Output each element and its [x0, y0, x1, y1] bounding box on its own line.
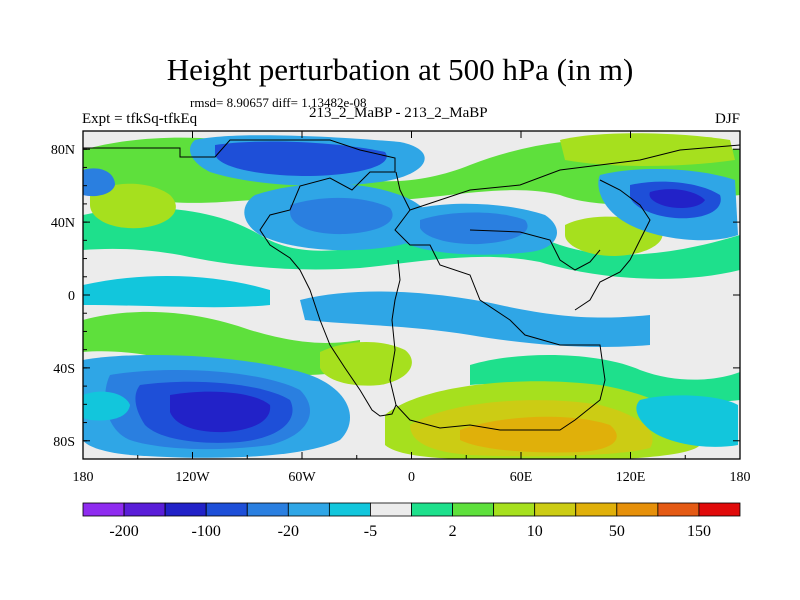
indian-ocean-core: [460, 416, 617, 453]
colorbar-label: -20: [278, 523, 299, 540]
x-tick-label: 60E: [510, 470, 533, 485]
siberia-low-core: [649, 189, 705, 208]
colorbar-swatch: [246, 502, 289, 517]
tropical-cyan-strip: [83, 275, 270, 308]
north-america-low: [290, 197, 393, 235]
coastline-americas: [83, 139, 397, 417]
colorbar-label: -5: [364, 523, 377, 540]
case-label: 213_2_MaBP - 213_2_MaBP: [309, 105, 488, 121]
coastline-afro-eurasia: [389, 171, 606, 431]
colorbar-swatch: [452, 502, 495, 517]
stats-text: rmsd= 8.90657 diff= 1.13482e-08: [190, 95, 367, 110]
colorbar-label: 50: [609, 523, 625, 540]
tropical-green-band: [83, 311, 360, 376]
colorbar-label: -200: [109, 523, 138, 540]
coastline-asia-north: [409, 144, 740, 211]
y-tick-label: 40S: [53, 362, 75, 377]
colorbar-swatch: [328, 502, 371, 517]
x-tick-label: 120E: [616, 470, 646, 485]
colorbar-label: -100: [192, 523, 221, 540]
mid-pacific-high: [90, 183, 176, 229]
colorbar-swatch: [123, 502, 166, 517]
map-fill-layer: [83, 131, 740, 459]
colorbar-swatch: [287, 502, 330, 517]
experiment-label: Expt = tfkSq-tfkEq: [82, 111, 198, 127]
arctic-high: [560, 133, 735, 166]
southern-ocean-low-core: [170, 391, 271, 433]
colorbar: -200 -100 -20 -5 2 10 50 150: [82, 502, 741, 540]
colorbar-label: 150: [687, 523, 711, 540]
colorbar-swatch: [205, 502, 248, 517]
coastline-asia-east: [574, 179, 651, 311]
axes-layer: 180 120W 60W 0 60E 120E 180 80N 40N 0 40S 80S: [51, 131, 751, 485]
south-atlantic-high: [320, 341, 412, 386]
x-tick-label: 180: [73, 470, 94, 485]
season-label: DJF: [714, 111, 740, 127]
colorbar-swatch: [534, 502, 577, 517]
x-tick-label: 0: [408, 470, 415, 485]
y-tick-label: 0: [68, 289, 75, 304]
y-tick-label: 80S: [53, 435, 75, 450]
x-tick-label: 180: [730, 470, 751, 485]
page-title: Height perturbation at 500 hPa (in m): [166, 52, 634, 87]
south-indian-low: [636, 395, 738, 447]
coastline-layer: [83, 139, 740, 431]
colorbar-swatch: [411, 502, 453, 517]
colorbar-swatch: [616, 502, 659, 517]
y-tick-label: 40N: [51, 216, 75, 231]
y-tick-label: 80N: [51, 143, 75, 158]
colorbar-swatch: [657, 502, 700, 517]
colorbar-label: 2: [449, 523, 457, 540]
colorbar-swatch: [82, 502, 125, 517]
west-atlantic-low: [83, 168, 115, 197]
x-tick-label: 120W: [175, 470, 210, 485]
colorbar-swatch: [164, 502, 207, 517]
colorbar-label: 10: [527, 523, 543, 540]
asia-low: [420, 212, 528, 245]
north-pacific-arctic-low: [215, 141, 387, 176]
tropical-blue-strip: [300, 291, 650, 347]
colorbar-swatch: [493, 502, 536, 517]
colorbar-swatch: [370, 502, 412, 517]
colorbar-swatch: [575, 502, 618, 517]
coastline-arabia-india: [469, 229, 601, 271]
colorbar-swatch: [698, 502, 741, 517]
south-atlantic-cyan: [83, 391, 130, 421]
x-tick-label: 60W: [288, 470, 316, 485]
